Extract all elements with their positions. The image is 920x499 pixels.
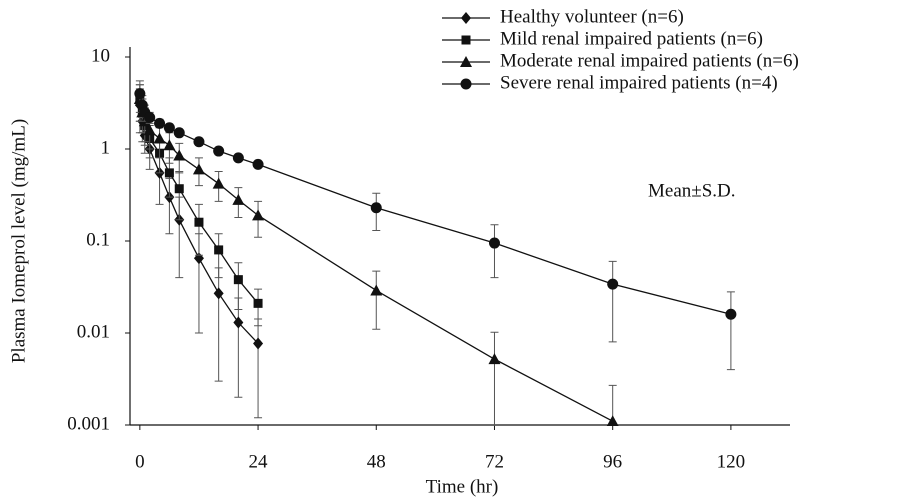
x-tick-label: 48 <box>367 451 386 472</box>
legend-marker <box>461 35 471 45</box>
x-axis-label: Time (hr) <box>426 476 499 497</box>
legend-marker <box>460 56 472 67</box>
error-bar <box>726 291 735 371</box>
data-point <box>606 415 619 426</box>
error-bar <box>194 203 203 256</box>
data-point <box>212 177 225 189</box>
data-point <box>232 152 244 164</box>
data-point <box>253 337 264 350</box>
y-axis-label: Plasma Iomeprol level (mg/mL) <box>8 119 29 363</box>
plot-area <box>133 80 737 426</box>
data-point <box>134 88 146 100</box>
data-point <box>233 275 243 285</box>
data-point <box>192 163 205 175</box>
error-bar <box>490 224 499 279</box>
data-point <box>252 158 264 170</box>
error-bar <box>608 384 617 426</box>
data-point <box>144 111 156 123</box>
data-point <box>233 316 244 329</box>
series-line <box>139 93 732 315</box>
error-bar <box>254 318 263 419</box>
data-point <box>193 136 205 148</box>
annotation: Mean±S.D. <box>648 180 735 201</box>
data-point <box>174 184 184 194</box>
legend-marker <box>460 78 472 90</box>
error-bar <box>234 262 243 311</box>
data-point <box>153 132 166 144</box>
error-bar <box>608 260 617 343</box>
error-bar <box>214 267 223 382</box>
data-point <box>213 145 225 157</box>
error-bar <box>234 297 243 398</box>
x-tick-label: 72 <box>485 451 504 472</box>
legend-label: Moderate renal impaired patients (n=6) <box>500 50 799 71</box>
data-point <box>253 298 263 308</box>
data-point <box>173 149 186 161</box>
legend-label: Mild renal impaired patients (n=6) <box>500 28 763 49</box>
data-point <box>252 209 265 221</box>
data-point <box>163 139 176 151</box>
data-point <box>194 217 204 227</box>
data-point <box>370 202 382 214</box>
data-point <box>213 287 224 300</box>
y-tick-label: 0.001 <box>67 413 110 434</box>
data-point <box>370 284 383 296</box>
data-point <box>488 353 501 365</box>
data-point <box>163 122 175 134</box>
data-point <box>232 193 245 205</box>
data-point <box>725 308 737 320</box>
data-point <box>607 278 619 290</box>
y-tick-label: 0.1 <box>86 229 110 250</box>
legend-marker <box>461 12 471 24</box>
error-bar <box>372 270 381 330</box>
x-tick-label: 96 <box>603 451 622 472</box>
legend-label: Severe renal impaired patients (n=4) <box>500 72 778 93</box>
x-tick-label: 0 <box>135 451 145 472</box>
data-point <box>154 117 166 129</box>
data-point <box>488 237 500 249</box>
data-point <box>173 127 185 139</box>
y-tick-label: 1 <box>101 137 111 158</box>
data-point <box>143 124 156 136</box>
legend-label: Healthy volunteer (n=6) <box>500 6 684 27</box>
y-tick-label: 0.01 <box>77 321 110 342</box>
data-point <box>214 245 224 255</box>
x-tick-label: 24 <box>249 451 269 472</box>
data-point <box>164 168 174 178</box>
error-bar <box>214 233 223 279</box>
y-tick-label: 10 <box>91 45 110 66</box>
x-tick-label: 120 <box>717 451 746 472</box>
